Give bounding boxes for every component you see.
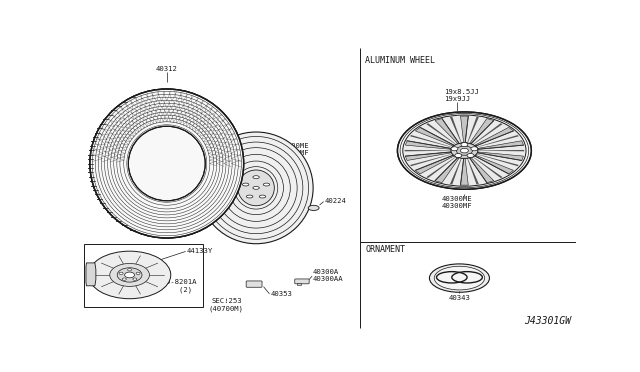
Circle shape — [471, 147, 478, 151]
Ellipse shape — [308, 205, 319, 211]
Polygon shape — [435, 119, 459, 144]
Ellipse shape — [253, 176, 259, 179]
Circle shape — [455, 154, 461, 157]
Polygon shape — [435, 158, 459, 183]
Polygon shape — [405, 152, 451, 160]
Ellipse shape — [129, 126, 205, 201]
Ellipse shape — [429, 264, 490, 292]
Polygon shape — [415, 127, 454, 146]
Circle shape — [127, 269, 132, 271]
Text: 40353: 40353 — [271, 291, 293, 297]
Circle shape — [451, 147, 458, 151]
Text: ³08110-8201A
        (2): ³08110-8201A (2) — [145, 279, 197, 292]
Polygon shape — [470, 119, 494, 144]
Polygon shape — [475, 127, 513, 146]
Text: ALUMINUM WHEEL: ALUMINUM WHEEL — [365, 56, 435, 65]
Polygon shape — [467, 158, 479, 185]
Polygon shape — [404, 150, 451, 151]
Text: 40224: 40224 — [324, 198, 346, 204]
Polygon shape — [477, 135, 519, 147]
Polygon shape — [405, 141, 451, 149]
Polygon shape — [478, 141, 524, 149]
Circle shape — [451, 143, 478, 158]
Circle shape — [125, 272, 134, 278]
Circle shape — [136, 272, 140, 275]
Text: ORNAMENT: ORNAMENT — [365, 245, 405, 254]
Text: 19x8.5JJ
19x9JJ: 19x8.5JJ 19x9JJ — [445, 89, 479, 102]
FancyBboxPatch shape — [246, 281, 262, 287]
Polygon shape — [86, 263, 96, 286]
Text: SEC.253
(40700M): SEC.253 (40700M) — [209, 298, 244, 312]
Circle shape — [397, 112, 531, 189]
Ellipse shape — [243, 183, 249, 186]
Polygon shape — [477, 154, 519, 166]
Polygon shape — [410, 135, 452, 147]
Ellipse shape — [246, 195, 253, 198]
Ellipse shape — [129, 126, 205, 201]
Ellipse shape — [90, 89, 244, 238]
Polygon shape — [473, 123, 502, 144]
Circle shape — [456, 146, 472, 155]
Circle shape — [455, 154, 461, 157]
Polygon shape — [450, 117, 461, 143]
Circle shape — [110, 263, 150, 286]
Ellipse shape — [90, 89, 244, 238]
Polygon shape — [461, 116, 468, 142]
Ellipse shape — [434, 266, 484, 290]
Text: 44133Y: 44133Y — [187, 248, 213, 254]
Circle shape — [451, 143, 478, 158]
Ellipse shape — [238, 170, 275, 206]
Circle shape — [471, 147, 478, 151]
Circle shape — [133, 278, 137, 280]
Text: 40300ME
40300MF: 40300ME 40300MF — [278, 143, 309, 156]
Circle shape — [456, 146, 472, 155]
Text: 40300A
40300AA: 40300A 40300AA — [313, 269, 344, 282]
Circle shape — [122, 278, 126, 280]
Polygon shape — [410, 154, 452, 166]
Polygon shape — [467, 117, 479, 143]
FancyBboxPatch shape — [295, 279, 309, 284]
Circle shape — [461, 142, 468, 147]
Circle shape — [460, 148, 468, 153]
Ellipse shape — [199, 132, 313, 244]
Bar — [84, 244, 203, 307]
Polygon shape — [470, 158, 494, 183]
Circle shape — [403, 115, 526, 186]
Polygon shape — [450, 158, 461, 185]
Circle shape — [119, 272, 123, 275]
Polygon shape — [415, 155, 454, 174]
Circle shape — [460, 148, 468, 153]
Text: 40343: 40343 — [449, 295, 470, 301]
Ellipse shape — [259, 195, 266, 198]
Circle shape — [117, 268, 142, 282]
Polygon shape — [461, 159, 468, 185]
Polygon shape — [426, 157, 456, 178]
Circle shape — [467, 154, 474, 157]
Polygon shape — [473, 157, 502, 178]
Ellipse shape — [263, 183, 269, 186]
Polygon shape — [478, 152, 524, 160]
Text: 40300ME
40300MF: 40300ME 40300MF — [442, 196, 472, 209]
Circle shape — [451, 147, 458, 151]
Text: 40312: 40312 — [156, 66, 178, 72]
Polygon shape — [426, 123, 456, 144]
Circle shape — [461, 142, 468, 147]
Circle shape — [467, 154, 474, 157]
Polygon shape — [475, 155, 513, 174]
Text: J43301GW: J43301GW — [524, 316, 571, 326]
Ellipse shape — [253, 186, 259, 189]
Circle shape — [88, 251, 171, 299]
Polygon shape — [479, 150, 524, 151]
FancyBboxPatch shape — [297, 283, 301, 285]
